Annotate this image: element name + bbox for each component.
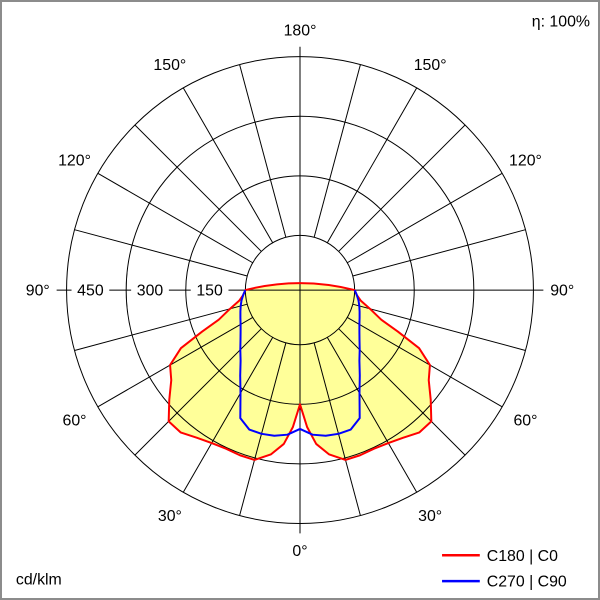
angle-label: 120° — [509, 153, 542, 170]
grid-spoke — [338, 124, 466, 252]
grid-spoke — [326, 87, 418, 244]
angle-label: 60° — [63, 413, 87, 430]
grid-ring — [66, 56, 534, 524]
grid-spoke — [313, 342, 361, 516]
grid-spoke — [74, 303, 248, 351]
curve-c270-c90 — [239, 289, 361, 437]
grid-spoke — [347, 316, 503, 408]
angle-label: 150° — [153, 57, 186, 74]
grid-spoke — [313, 64, 361, 238]
grid-spoke — [134, 124, 262, 252]
angle-label: 30° — [418, 508, 442, 525]
grid-spoke — [239, 64, 287, 238]
grid-spoke — [97, 172, 253, 264]
grid-spoke — [352, 229, 526, 277]
grid-layer — [56, 46, 544, 534]
angle-label: 120° — [58, 153, 91, 170]
grid-ring — [125, 115, 475, 465]
unit-label: cd/klm — [16, 572, 62, 589]
ring-value-label: 150 — [196, 283, 223, 300]
grid-spoke — [239, 342, 287, 516]
ring-value-label: 300 — [137, 283, 164, 300]
legend-label-c270-c90: C270 | C90 — [487, 574, 567, 591]
legend-label-c180-c0: C180 | C0 — [487, 548, 558, 565]
angle-label: 180° — [284, 22, 317, 39]
legend: C180 | C0 C270 | C90 — [442, 548, 567, 591]
grid-spoke — [182, 337, 274, 493]
grid-spoke — [74, 229, 248, 277]
angle-label: 90° — [550, 283, 574, 300]
grid-spoke — [352, 303, 526, 351]
angle-label: 60° — [513, 413, 537, 430]
efficiency-label: η: 100% — [532, 13, 590, 30]
ring-value-label: 450 — [77, 283, 104, 300]
ring-label-bg — [131, 281, 169, 300]
angle-label: 90° — [26, 283, 50, 300]
angle-label: 150° — [414, 57, 447, 74]
grid-spoke — [182, 87, 274, 244]
angle-label: 0° — [292, 543, 307, 560]
grid-spoke — [347, 172, 503, 264]
angle-label: 30° — [158, 508, 182, 525]
ring-label-bg — [71, 281, 110, 300]
curve-layer — [167, 282, 433, 461]
grid-spoke — [97, 316, 253, 408]
label-layer: 150 300 450 0° 30° 30° 60° 60° 90° 90° 120° 120° 150… — [26, 22, 574, 560]
grid-spoke — [326, 337, 418, 493]
curve-c180-c0 — [167, 282, 433, 461]
ring-label-bg — [190, 281, 229, 300]
